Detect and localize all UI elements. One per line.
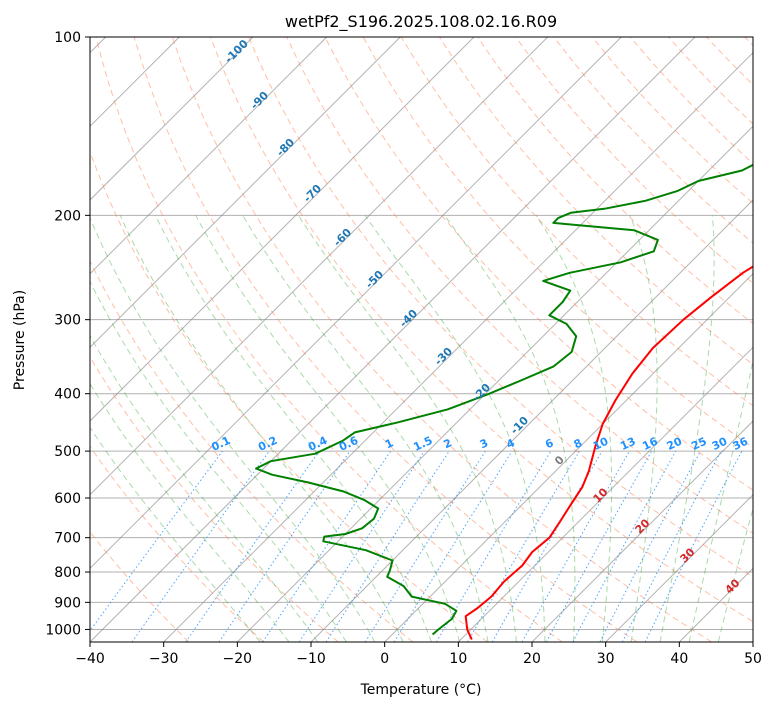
isotherm-line — [90, 37, 696, 642]
x-tick-label: 30 — [597, 651, 615, 667]
x-tick-label: 40 — [670, 651, 688, 667]
moist-adiabat-line — [90, 426, 261, 642]
isotherm-line — [236, 125, 753, 642]
mixing-ratio-line — [393, 450, 513, 642]
dry-adiabat-line — [248, 37, 753, 578]
isotherm-line — [90, 37, 622, 570]
mixing-ratio-line — [521, 450, 630, 642]
y-tick-label: 200 — [54, 208, 81, 224]
dry-adiabat-line — [324, 37, 753, 491]
y-tick-label: 600 — [54, 491, 81, 507]
moist-adiabat-line — [444, 215, 576, 642]
moist-adiabat-line — [242, 215, 489, 642]
y-tick-label: 800 — [54, 565, 81, 581]
plot-frame — [89, 36, 754, 643]
x-tick-label: 50 — [744, 651, 762, 667]
moist-adiabat-line — [90, 280, 347, 642]
moist-adiabat-line — [659, 215, 715, 642]
y-tick-label: 900 — [54, 595, 81, 611]
y-tick-label: 1000 — [45, 622, 81, 638]
mixing-ratio-line — [90, 450, 223, 632]
x-tick-label: 10 — [449, 651, 467, 667]
isotherm-line — [90, 37, 401, 349]
mixing-ratio-label: 13 — [618, 435, 637, 453]
mixing-ratio-line — [298, 450, 425, 642]
dry-adiabat-line — [90, 356, 339, 642]
dry-adiabat-line — [133, 37, 638, 642]
isotherm-line — [384, 272, 753, 642]
moist-adiabat-line — [90, 216, 376, 642]
mixing-ratio-line — [545, 450, 653, 642]
chart-title: wetPf2_S196.2025.108.02.16.R09 — [285, 12, 557, 32]
dry-adiabat-line — [90, 445, 264, 642]
mixing-ratio-label: 10 — [591, 435, 611, 453]
profile-series — [255, 150, 753, 640]
x-tick-label: 0 — [380, 651, 389, 667]
y-axis-label: Pressure (hPa) — [12, 290, 28, 390]
mixing-ratio-line — [325, 450, 450, 642]
isotherm-line — [90, 37, 328, 275]
dewpoint-profile-line — [255, 150, 753, 636]
y-tick-label: 100 — [54, 30, 81, 46]
x-tick-label: −20 — [223, 651, 253, 667]
x-axis-ticks: −40 −30 −20 −10 0 10 20 30 40 50 — [75, 642, 762, 667]
y-axis-ticks: 100 200 300 400 500 600 700 800 900 1000 — [45, 30, 90, 638]
dry-adiabat-line — [171, 37, 712, 642]
mixing-ratio-label: 36 — [731, 435, 751, 453]
moist-adiabat-line — [535, 215, 613, 642]
moist-adiabat-line — [90, 334, 319, 642]
mixing-ratio-line — [218, 450, 351, 642]
temperature-profile-line — [464, 265, 753, 640]
x-tick-label: 20 — [523, 651, 541, 667]
mixing-ratio-line — [131, 450, 270, 642]
x-tick-label: −40 — [75, 651, 105, 667]
y-tick-label: 400 — [54, 387, 81, 403]
isotherm-line — [90, 37, 549, 496]
dry-adiabat-line — [286, 37, 753, 534]
mixing-ratio-line — [185, 450, 320, 642]
moist-adiabat-line — [364, 215, 546, 642]
moist-adiabat-line — [154, 215, 432, 642]
y-tick-label: 700 — [54, 531, 81, 547]
y-tick-label: 300 — [54, 313, 81, 329]
x-tick-label: −30 — [149, 651, 179, 667]
isotherm-line — [531, 420, 753, 642]
mixing-ratio-line — [262, 450, 392, 642]
dry-adiabat-line — [210, 37, 753, 623]
mixing-ratio-line — [644, 450, 743, 642]
mixing-ratio-label: 20 — [665, 435, 685, 453]
isotherm-line — [90, 37, 475, 422]
moist-adiabat-line — [629, 215, 658, 642]
x-axis-label: Temperature (°C) — [360, 682, 482, 698]
dry-adiabat-line — [90, 259, 414, 642]
mixing-ratio-label: 25 — [689, 435, 708, 453]
isotherm-line — [90, 37, 254, 201]
isotherm-line — [163, 51, 753, 642]
isotherm-line — [457, 346, 753, 642]
moist-adiabat-line — [195, 215, 461, 642]
mixing-ratio-label: 30 — [710, 435, 730, 453]
background-lines — [90, 37, 753, 642]
isotherm-line — [605, 493, 753, 642]
moist-adiabat-line — [119, 215, 404, 642]
dry-adiabat-line — [95, 37, 563, 642]
y-tick-label: 500 — [54, 444, 81, 460]
dry-adiabat-line — [515, 37, 753, 284]
x-tick-label: −10 — [296, 651, 326, 667]
mixing-ratio-label: 16 — [640, 435, 660, 453]
mixing-ratio-line — [572, 450, 677, 642]
